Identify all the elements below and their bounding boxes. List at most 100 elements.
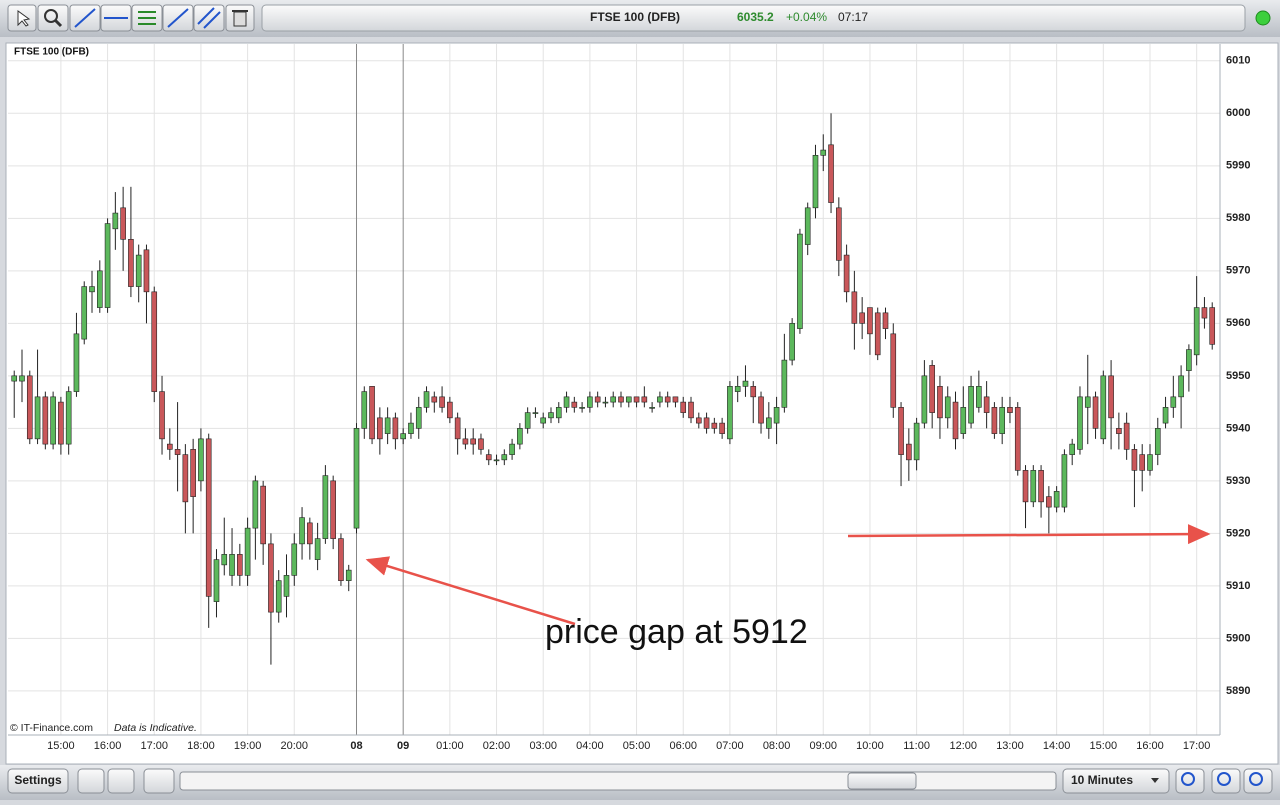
candle-body	[766, 417, 772, 429]
candle-body	[1100, 375, 1107, 440]
candle-body	[299, 517, 305, 545]
candle-body	[625, 396, 632, 403]
candle-body	[478, 438, 484, 450]
candle-body	[1162, 407, 1169, 424]
candle-body	[991, 407, 998, 434]
candle-body	[874, 312, 881, 356]
x-tick-label: 17:00	[140, 740, 168, 752]
zoom-tool[interactable]	[37, 4, 69, 32]
candle-body	[1201, 307, 1208, 319]
candle-body	[594, 396, 601, 403]
candle-body	[11, 375, 18, 382]
candle-body	[1084, 396, 1091, 408]
candle-body	[384, 417, 391, 434]
instrument-name: FTSE 100 (DFB)	[590, 10, 680, 24]
candle-body	[65, 391, 72, 445]
copyright: © IT-Finance.com	[10, 722, 93, 734]
candle-body	[112, 212, 119, 230]
x-tick-label: 07:00	[716, 740, 744, 752]
candle-body	[843, 254, 850, 293]
candle-body	[882, 312, 889, 329]
candle-body	[104, 223, 111, 308]
candle-body	[1061, 454, 1068, 508]
candle-body	[571, 401, 578, 408]
tool-buttons	[7, 4, 255, 32]
candle-body	[867, 307, 873, 335]
candle-body	[812, 155, 819, 209]
candle-body	[509, 443, 515, 455]
candle-body	[159, 391, 165, 440]
settings-button[interactable]	[7, 768, 69, 794]
x-tick-label: 16:00	[94, 740, 122, 752]
quote-panel	[261, 4, 1246, 32]
x-tick-label: 15:00	[47, 740, 75, 752]
x-tick-label: 01:00	[436, 740, 464, 752]
candle-body	[688, 401, 694, 419]
candle-body	[750, 386, 757, 398]
candle-body	[268, 543, 274, 613]
candle-body	[58, 401, 64, 445]
candle-body	[703, 417, 710, 429]
candle-body	[353, 428, 360, 529]
y-tick-label: 5970	[1226, 265, 1250, 277]
y-tick-label: 5900	[1226, 632, 1250, 644]
candle-body	[81, 286, 88, 340]
candle-body	[913, 422, 920, 461]
candle-body	[229, 554, 235, 576]
status-light	[1255, 10, 1271, 26]
candle-body	[898, 407, 904, 455]
candle-body	[890, 333, 897, 408]
candle-body	[34, 396, 41, 440]
candle-body	[361, 391, 368, 429]
candle-body	[587, 396, 593, 408]
candle-body	[322, 475, 329, 539]
candle-body	[524, 412, 531, 429]
candle-body	[1014, 407, 1021, 471]
candle-body	[610, 396, 617, 403]
interval-select[interactable]	[1062, 768, 1170, 794]
candle-body	[633, 396, 640, 403]
scrollbar[interactable]	[179, 771, 1057, 791]
candle-body	[345, 569, 352, 581]
save-button[interactable]	[107, 768, 135, 794]
candle-body	[1170, 396, 1177, 408]
candle-body	[789, 323, 795, 361]
candle-body	[501, 454, 508, 461]
candle-body	[392, 417, 399, 440]
candle-body	[1038, 470, 1044, 503]
print-button[interactable]	[143, 768, 175, 794]
candle-body	[641, 396, 648, 403]
candle-body	[167, 443, 173, 450]
candle-body	[493, 459, 500, 462]
x-tick-label: 09:00	[809, 740, 837, 752]
annotation-arrow	[365, 556, 576, 626]
candle-body	[548, 412, 554, 419]
candle-body	[711, 422, 718, 429]
x-tick-label: 12:00	[950, 740, 978, 752]
export-button[interactable]	[77, 768, 105, 794]
parallel-tool[interactable]	[193, 4, 225, 32]
candle-body	[462, 438, 469, 445]
y-tick-label: 5980	[1226, 212, 1250, 224]
candle-body	[937, 386, 943, 419]
chart-title: FTSE 100 (DFB)	[14, 47, 89, 58]
candle-body	[1193, 307, 1200, 356]
x-tick-label: 15:00	[1090, 740, 1118, 752]
candle-body	[260, 485, 266, 545]
candle-body	[944, 396, 951, 419]
candle-body	[283, 575, 290, 597]
price-change: +0.04%	[786, 10, 827, 24]
candle-body	[307, 522, 313, 545]
scroll-thumb[interactable]	[847, 772, 917, 790]
candle-body	[758, 396, 764, 424]
candle-body	[314, 538, 321, 560]
candle-body	[649, 407, 655, 409]
y-tick-label: 5910	[1226, 580, 1250, 592]
x-tick-label: 19:00	[234, 740, 262, 752]
candle-body	[73, 333, 80, 392]
interval-label: 10 Minutes	[1071, 773, 1133, 787]
x-tick-label: 08	[350, 740, 362, 752]
candle-body	[1053, 491, 1060, 508]
y-tick-label: 5960	[1226, 317, 1250, 329]
